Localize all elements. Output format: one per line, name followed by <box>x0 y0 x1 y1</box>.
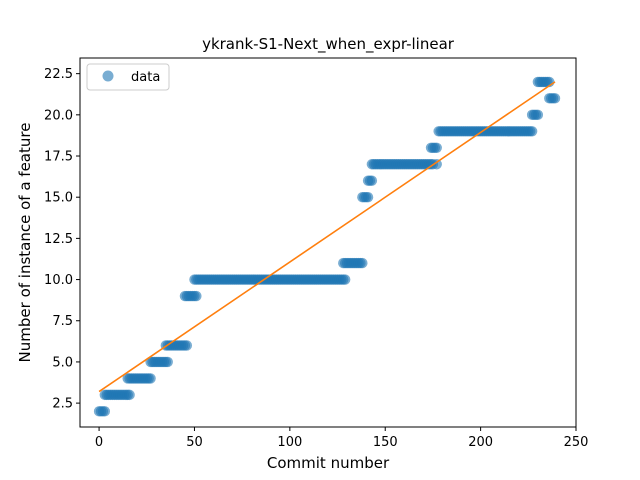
legend-label: data <box>131 70 160 85</box>
legend-box <box>86 63 170 91</box>
x-axis: 0 50 100 150 200 250 <box>95 427 588 450</box>
y-tick-label: 7.5 <box>52 314 73 329</box>
data-point <box>124 389 135 401</box>
x-axis-title: Commit number <box>267 454 390 472</box>
data-point <box>362 192 374 203</box>
fit-line <box>98 81 556 393</box>
y-tick-label: 20.0 <box>44 108 73 123</box>
data-point <box>431 142 442 153</box>
data-point <box>181 340 193 351</box>
data-point <box>339 274 351 285</box>
y-axis: 2.5 5.0 7.5 10.0 12.5 15.0 17.5 20.0 22.5 <box>44 67 80 412</box>
x-tick-label: 200 <box>468 435 493 450</box>
data-point <box>162 356 173 368</box>
x-tick-label: 100 <box>277 435 302 450</box>
plot-area-frame <box>79 57 577 428</box>
chart-title: ykrank-S1-Next_when_expr-linear <box>202 35 455 54</box>
x-tick-label: 50 <box>186 435 203 450</box>
data-point <box>549 93 561 104</box>
data-point <box>99 406 111 417</box>
y-tick-label: 10.0 <box>44 273 73 288</box>
legend-marker <box>102 70 114 82</box>
y-tick-label: 17.5 <box>44 150 73 165</box>
data-point <box>366 175 378 186</box>
y-tick-label: 22.5 <box>44 67 73 82</box>
data-layer <box>93 76 561 417</box>
y-tick-label: 5.0 <box>52 355 73 370</box>
y-tick-label: 2.5 <box>52 397 73 412</box>
data-point <box>526 126 538 137</box>
x-tick-label: 0 <box>95 435 103 450</box>
data-point <box>191 290 202 302</box>
data-point <box>431 159 442 170</box>
legend: data <box>86 63 170 91</box>
data-point <box>145 373 156 384</box>
data-point <box>357 257 368 269</box>
y-tick-label: 12.5 <box>44 232 73 247</box>
data-point <box>532 109 544 121</box>
x-tick-label: 250 <box>564 435 589 450</box>
fit-line-layer <box>98 81 556 393</box>
y-tick-label: 15.0 <box>44 191 73 206</box>
x-tick-label: 150 <box>373 435 398 450</box>
y-axis-title: Number of instance of a feature <box>16 123 34 363</box>
